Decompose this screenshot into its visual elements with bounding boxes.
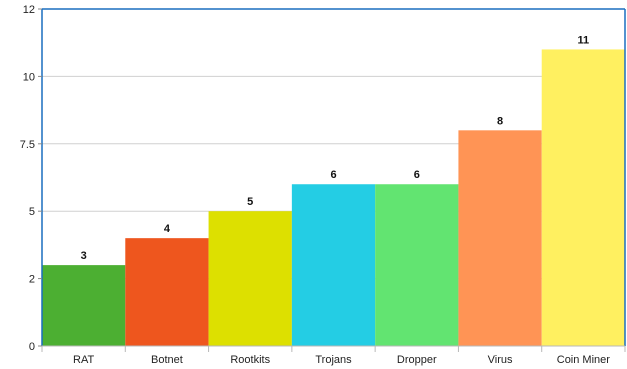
y-tick-label: 12 [23,4,35,16]
y-tick-label: 0 [29,341,35,353]
bar-virus [458,130,542,346]
data-label: 11 [578,34,590,46]
data-label: 5 [247,196,253,208]
x-tick-label: Botnet [151,354,183,366]
bar-rootkits [208,211,292,346]
data-label: 8 [497,115,503,127]
data-label: 3 [81,250,87,262]
bar-trojans [291,184,376,346]
y-tick-label: 2 [29,274,35,286]
bar-dropper [375,184,459,346]
x-tick-label: Coin Miner [557,354,611,366]
plot-frame [41,8,626,347]
y-axis: 0 2 5 7.5 10 12 [20,4,42,353]
bar-rat [42,265,126,346]
bars [42,49,625,346]
data-label: 6 [414,169,420,181]
data-label: 4 [164,223,171,235]
x-tick-label: Rootkits [230,354,270,366]
data-label: 6 [330,169,336,181]
y-tick-label: 5 [29,206,35,218]
bar-botnet [125,238,209,346]
x-tick-label: Dropper [397,354,437,366]
bar-coin-miner [541,49,625,346]
x-tick-label: RAT [73,354,94,366]
x-tick-label: Virus [488,354,513,366]
x-axis: RAT Botnet Rootkits Trojans Dropper Virus Coin… [41,346,626,366]
y-tick-label: 10 [23,71,35,83]
x-tick-label: Trojans [315,354,352,366]
data-labels: 3 4 5 6 6 8 11 [81,34,590,262]
y-tick-label: 7.5 [20,139,35,151]
